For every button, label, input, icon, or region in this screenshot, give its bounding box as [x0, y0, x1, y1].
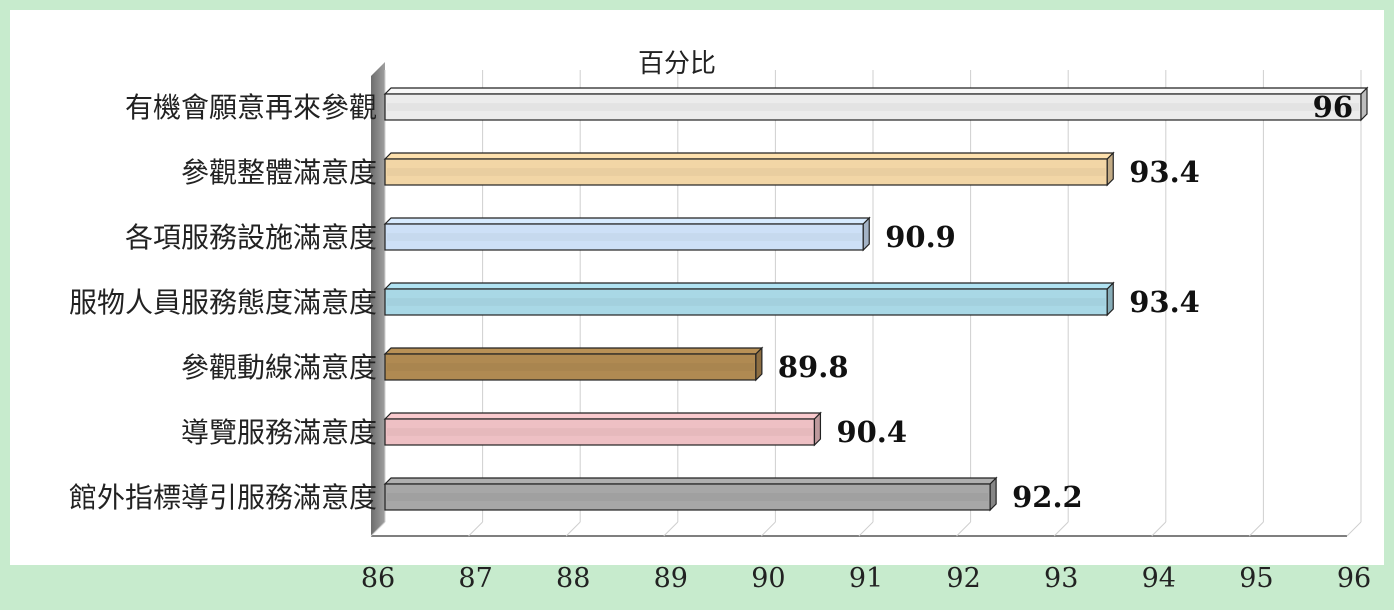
- x-tick-label: 94: [1142, 563, 1176, 594]
- bar-top-face: [383, 282, 1115, 290]
- chart-left-wall: [371, 62, 385, 536]
- bar-end-face: [813, 411, 822, 447]
- bar-top-face: [383, 477, 998, 485]
- gridline-floor: [761, 521, 776, 537]
- bar-texture: [387, 298, 1106, 306]
- bar-end-face: [862, 216, 870, 252]
- x-tick-label: 90: [751, 563, 785, 594]
- bar-texture: [387, 233, 862, 241]
- x-tick-label: 92: [946, 563, 980, 594]
- bar-data-label: 93.4: [1129, 285, 1200, 319]
- bar-front-face: [384, 93, 1362, 121]
- bar-top-face: [383, 412, 822, 420]
- bar-data-label: 93.4: [1129, 155, 1200, 189]
- bar-data-label: 89.8: [778, 350, 849, 384]
- x-tick-label: 89: [654, 563, 688, 594]
- bar: [383, 216, 871, 252]
- gridline-floor: [663, 521, 679, 537]
- gridline-floor: [370, 521, 386, 537]
- gridline-floor: [858, 521, 874, 537]
- bar-texture: [387, 493, 989, 501]
- bar-end-face: [989, 476, 997, 512]
- y-category-label: 有機會願意再來參觀: [125, 91, 377, 124]
- bar-data-label: 90.4: [836, 415, 907, 449]
- y-category-label: 參觀整體滿意度: [181, 156, 377, 189]
- y-category-label: 參觀動線滿意度: [181, 351, 377, 384]
- bar: [383, 411, 822, 447]
- bar-end-face: [755, 346, 763, 382]
- y-category-label: 館外指標導引服務滿意度: [69, 481, 377, 514]
- bar-top-face: [383, 152, 1115, 160]
- bar-front-face: [384, 288, 1108, 316]
- bar-texture: [387, 428, 813, 436]
- bar: [383, 281, 1115, 317]
- bar-data-label: 90.9: [885, 220, 956, 254]
- bar: [383, 151, 1115, 187]
- gridline-floor: [565, 521, 581, 537]
- x-tick-label: 96: [1337, 563, 1371, 594]
- gridline-floor: [1249, 521, 1264, 537]
- bar-texture: [387, 103, 1359, 111]
- x-tick-label: 91: [849, 563, 883, 594]
- bar: [383, 346, 764, 382]
- bar-top-face: [383, 87, 1369, 95]
- gridline-floor: [1151, 521, 1167, 537]
- bar-front-face: [384, 223, 864, 251]
- x-tick-label: 87: [458, 563, 492, 594]
- y-category-label: 服物人員服務態度滿意度: [69, 286, 377, 319]
- bar: [383, 86, 1369, 122]
- bar-front-face: [384, 158, 1108, 186]
- y-category-label: 各項服務設施滿意度: [125, 221, 377, 254]
- bar-data-label: 92.2: [1012, 480, 1083, 514]
- bar-texture: [387, 363, 754, 371]
- gridline-floor: [1053, 521, 1069, 537]
- bar-end-face: [1106, 151, 1114, 187]
- gridline-floor: [956, 521, 971, 537]
- bar-end-face: [1106, 281, 1114, 317]
- gridline-floor: [1346, 521, 1362, 537]
- gridline-floor: [468, 521, 483, 537]
- bar-front-face: [384, 353, 757, 381]
- x-tick-label: 88: [556, 563, 590, 594]
- x-tick-label: 95: [1239, 563, 1273, 594]
- x-tick-label: 93: [1044, 563, 1078, 594]
- bar-data-label: 96: [1313, 90, 1353, 124]
- chart-subtitle: 百分比: [638, 49, 716, 79]
- y-category-label: 導覽服務滿意度: [181, 416, 377, 449]
- bar-front-face: [384, 418, 816, 446]
- bar: [383, 476, 998, 512]
- bar-top-face: [383, 347, 764, 355]
- x-tick-label: 86: [361, 563, 395, 594]
- bar-top-face: [383, 217, 871, 225]
- bar-texture: [387, 168, 1106, 176]
- bar-end-face: [1360, 86, 1368, 122]
- bar-front-face: [384, 483, 991, 511]
